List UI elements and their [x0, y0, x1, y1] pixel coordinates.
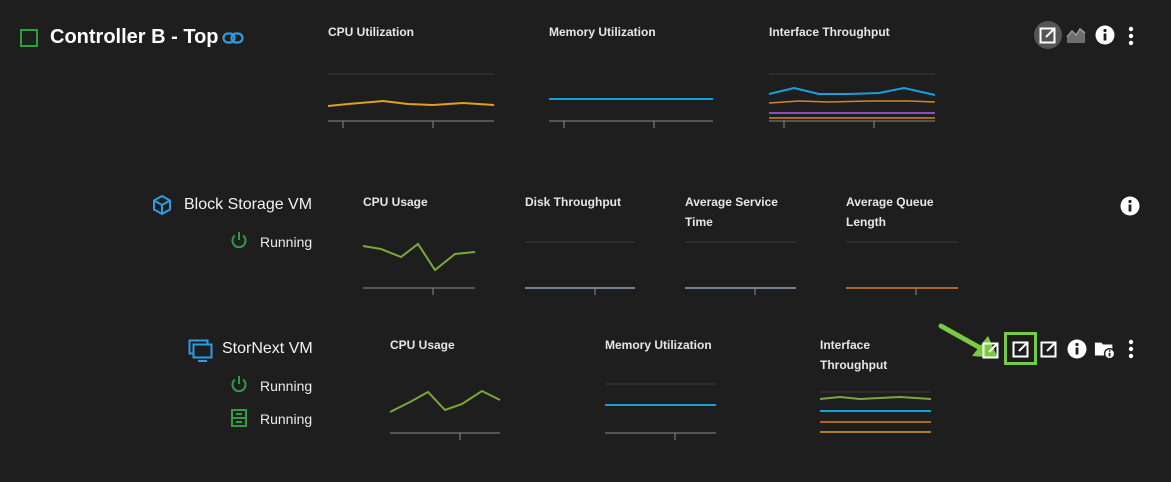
chart-block-cpu-usage[interactable]	[362, 230, 476, 300]
chart-label-cpu-usage: CPU Usage	[363, 195, 428, 209]
stornext-vm-row: StorNext VM Running Running CPU Usage Me…	[0, 310, 1171, 482]
monitor-icon	[188, 339, 214, 368]
info-icon[interactable]	[1066, 338, 1088, 360]
controller-row: Controller B - Top CPU Utilization Memor…	[0, 0, 1171, 160]
external-link-icon[interactable]	[980, 339, 1002, 361]
chart-label-memory-utilization: Memory Utilization	[549, 25, 656, 39]
chart-stornext-cpu-usage[interactable]	[389, 380, 501, 442]
stornext-storage-status: Running	[260, 411, 313, 427]
chart-average-queue-length[interactable]	[846, 240, 958, 300]
block-vm-status: Running	[260, 234, 313, 250]
more-vertical-icon[interactable]	[1120, 25, 1142, 47]
chart-stornext-interface-throughput[interactable]	[819, 390, 932, 440]
block-storage-vm-row: Block Storage VM Running CPU Usage Disk …	[0, 160, 1171, 310]
cube-icon	[151, 194, 173, 221]
area-chart-icon[interactable]	[1065, 24, 1087, 46]
folder-info-icon[interactable]	[1094, 339, 1116, 361]
stornext-vm-title[interactable]: StorNext VM	[222, 340, 313, 357]
chart-label-memory-utilization: Memory Utilization	[605, 338, 712, 352]
link-icon[interactable]	[222, 30, 244, 51]
chart-average-service-time[interactable]	[685, 240, 796, 300]
chart-memory-utilization[interactable]	[549, 70, 713, 132]
chart-label-average-service-time: Average Service Time	[685, 195, 778, 229]
external-link-icon	[1012, 341, 1028, 357]
power-icon	[230, 231, 248, 254]
external-link-icon	[1039, 27, 1056, 44]
chart-label-disk-throughput: Disk Throughput	[525, 195, 621, 209]
stornext-power-status: Running	[260, 378, 313, 394]
chart-stornext-memory-utilization[interactable]	[605, 380, 716, 442]
chart-disk-throughput[interactable]	[525, 240, 635, 300]
chart-label-average-queue-length: Average Queue Length	[846, 195, 934, 229]
highlighted-external-link-button[interactable]	[1004, 332, 1037, 365]
chart-label-interface-throughput: Interface Throughput	[820, 338, 888, 372]
block-storage-vm-title[interactable]: Block Storage VM	[184, 196, 313, 213]
chart-label-interface-throughput: Interface Throughput	[769, 25, 890, 39]
chart-label-cpu-utilization: CPU Utilization	[328, 25, 414, 39]
more-vertical-icon[interactable]	[1120, 338, 1142, 360]
info-icon[interactable]	[1119, 195, 1141, 217]
info-icon[interactable]	[1094, 24, 1116, 46]
square-status-icon	[20, 29, 38, 47]
controller-title[interactable]: Controller B - Top	[50, 26, 219, 48]
arrow-pointer	[938, 322, 1000, 367]
power-icon	[230, 375, 248, 398]
chart-interface-throughput[interactable]	[768, 70, 936, 132]
external-link-button-active[interactable]	[1034, 21, 1062, 49]
chart-cpu-utilization[interactable]	[327, 70, 495, 132]
chart-label-cpu-usage: CPU Usage	[390, 338, 455, 352]
external-link-icon[interactable]	[1038, 338, 1060, 360]
server-icon	[231, 409, 247, 432]
